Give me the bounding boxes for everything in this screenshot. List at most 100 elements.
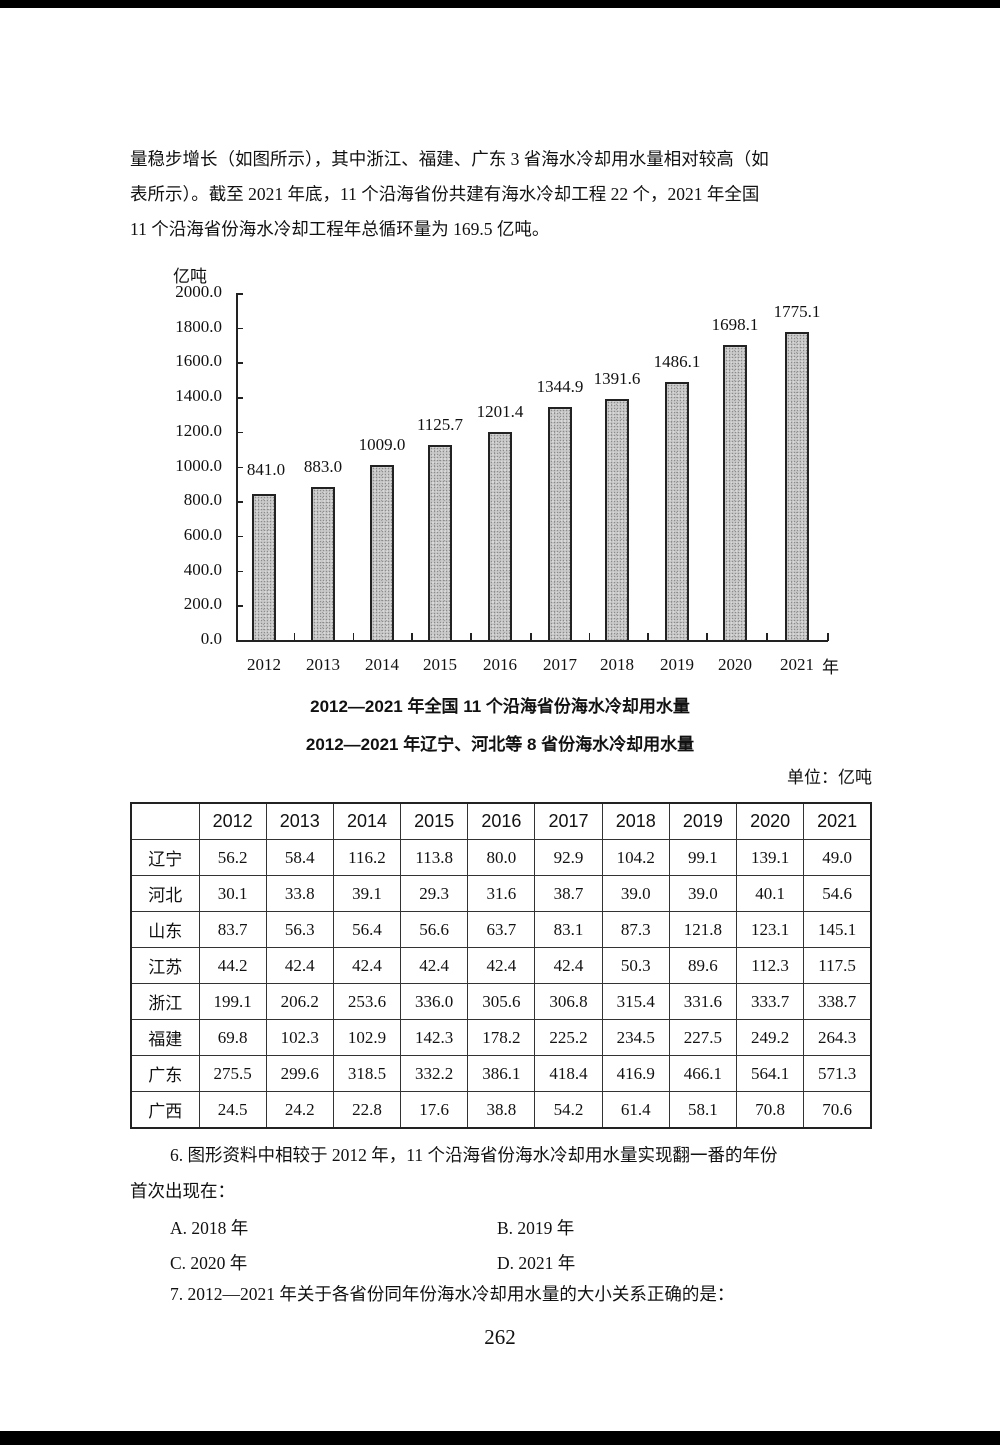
x-axis-tick <box>530 633 532 641</box>
value-cell: 117.5 <box>803 947 872 984</box>
value-cell: 249.2 <box>735 1019 805 1056</box>
value-cell: 69.8 <box>198 1019 267 1056</box>
value-cell: 61.4 <box>601 1091 670 1129</box>
y-axis-unit-label: 亿吨 <box>173 267 207 286</box>
table-header-year: 2019 <box>668 802 738 840</box>
value-cell: 264.3 <box>803 1019 872 1056</box>
value-cell: 416.9 <box>601 1055 670 1092</box>
value-cell: 39.0 <box>601 875 670 912</box>
y-axis-tick-label: 2000.0 <box>175 282 222 301</box>
value-cell: 54.6 <box>803 875 872 912</box>
question-6-option-a[interactable]: A. 2018 年 <box>170 1218 249 1238</box>
table-row: 河北 30.1 33.8 39.1 29.3 31.6 38.7 39.0 39.0 40.1 54… <box>130 875 872 912</box>
y-axis-tick-label: 1200.0 <box>175 420 222 440</box>
value-cell: 83.1 <box>534 911 603 948</box>
y-axis-tick-label: 1000.0 <box>175 455 222 475</box>
province-cell: 山东 <box>130 911 200 948</box>
page-number: 262 <box>484 1325 516 1349</box>
bar-value-label: 1486.1 <box>653 352 701 372</box>
value-cell: 30.1 <box>198 875 267 912</box>
value-cell: 63.7 <box>467 911 536 948</box>
value-cell: 139.1 <box>735 839 805 876</box>
value-cell: 305.6 <box>467 983 536 1020</box>
intro-line: 表所示）。截至 2021 年底，11 个沿海省份共建有海水冷却工程 22 个，2… <box>130 184 760 204</box>
y-axis-tick <box>236 570 243 573</box>
value-cell: 24.5 <box>198 1091 267 1129</box>
value-cell: 116.2 <box>332 839 402 876</box>
y-axis-tick-label: 800.0 <box>183 490 222 510</box>
y-axis-tick <box>236 501 243 503</box>
table-unit-note: 单位：亿吨 <box>787 768 872 787</box>
bar-2015 <box>428 444 452 640</box>
value-cell: 42.4 <box>332 947 402 984</box>
scan-border-top <box>0 0 1000 8</box>
value-cell: 225.2 <box>534 1019 603 1056</box>
value-cell: 178.2 <box>467 1019 536 1056</box>
x-axis-unit-label: 年 <box>822 658 839 677</box>
value-cell: 56.2 <box>198 839 267 876</box>
y-axis-tick <box>236 397 243 399</box>
bar-2017 <box>548 406 572 640</box>
y-axis-tick <box>236 605 243 607</box>
bar-2012 <box>252 494 276 640</box>
y-axis-tick-label: 1800.0 <box>175 316 222 336</box>
value-cell: 333.7 <box>735 983 805 1020</box>
y-axis-tick <box>236 640 243 642</box>
value-cell: 42.4 <box>467 947 536 984</box>
value-cell: 104.2 <box>601 839 670 876</box>
bar-chart: 亿吨 年 0.0 200.0 400.0 600.0 800.0 1000.0 1200.0… <box>0 0 1000 700</box>
x-axis-tick <box>470 633 472 641</box>
y-axis-tick-label: 1600.0 <box>175 351 222 371</box>
chart-caption: 2012—2021 年全国 11 个沿海省份海水冷却用水量 <box>310 697 690 716</box>
y-axis-tick-label: 1400.0 <box>175 386 222 406</box>
scan-border-bottom <box>0 1431 1000 1445</box>
x-axis-tick-label: 2021 <box>780 655 814 674</box>
x-axis-tick-label: 2012 <box>247 655 281 674</box>
bar-value-label: 841.0 <box>246 460 286 479</box>
question-6-option-c[interactable]: C. 2020 年 <box>170 1253 248 1273</box>
bar-2016 <box>488 431 512 640</box>
value-cell: 227.5 <box>668 1019 738 1056</box>
value-cell: 123.1 <box>735 911 805 948</box>
x-axis-tick-label: 2018 <box>600 655 634 674</box>
value-cell: 102.3 <box>265 1019 334 1056</box>
x-axis-tick <box>352 633 354 641</box>
value-cell: 142.3 <box>400 1019 469 1056</box>
value-cell: 206.2 <box>265 983 334 1020</box>
intro-paragraph: 量稳步增长（如图所示），其中浙江、福建、广东 3 省海水冷却用水量相对较高（如 … <box>130 142 875 247</box>
intro-line: 量稳步增长（如图所示），其中浙江、福建、广东 3 省海水冷却用水量相对较高（如 <box>130 149 769 169</box>
value-cell: 306.8 <box>534 983 603 1020</box>
province-cell: 广东 <box>130 1055 200 1092</box>
value-cell: 121.8 <box>668 911 738 948</box>
province-cell: 河北 <box>130 875 200 912</box>
table-header-year: 2018 <box>601 802 670 840</box>
bar-2019 <box>665 382 689 640</box>
question-6-option-b[interactable]: B. 2019 年 <box>497 1218 575 1238</box>
question-6-stem-line-1: 6. 图形资料中相较于 2012 年，11 个沿海省份海水冷却用水量实现翻一番的… <box>170 1145 778 1165</box>
table-header-year: 2021 <box>803 802 872 840</box>
table-header-year: 2020 <box>735 802 805 840</box>
value-cell: 42.4 <box>400 947 469 984</box>
value-cell: 58.1 <box>668 1091 738 1129</box>
y-axis-tick-label: 400.0 <box>183 559 222 579</box>
bar-value-label: 1775.1 <box>773 302 821 322</box>
value-cell: 38.8 <box>467 1091 536 1129</box>
value-cell: 38.7 <box>534 875 603 912</box>
x-axis <box>236 640 828 642</box>
y-axis-tick-label: 600.0 <box>183 524 222 544</box>
value-cell: 112.3 <box>735 947 805 984</box>
bar-value-label: 1201.4 <box>476 401 524 421</box>
question-6-option-d[interactable]: D. 2021 年 <box>497 1253 576 1273</box>
x-axis-tick <box>647 633 649 641</box>
value-cell: 33.8 <box>265 875 334 912</box>
value-cell: 70.8 <box>735 1091 805 1129</box>
value-cell: 99.1 <box>668 839 738 876</box>
bar-value-label: 1009.0 <box>358 434 406 454</box>
y-axis-tick <box>236 327 243 330</box>
value-cell: 40.1 <box>735 875 805 912</box>
water-usage-table: 2012 2013 2014 2015 2016 2017 2018 2019 … <box>130 802 872 1129</box>
bar-value-label: 1125.7 <box>416 414 464 434</box>
x-axis-tick-label: 2016 <box>483 655 517 674</box>
x-axis-tick <box>766 633 768 641</box>
x-axis-tick-label: 2019 <box>660 655 694 674</box>
